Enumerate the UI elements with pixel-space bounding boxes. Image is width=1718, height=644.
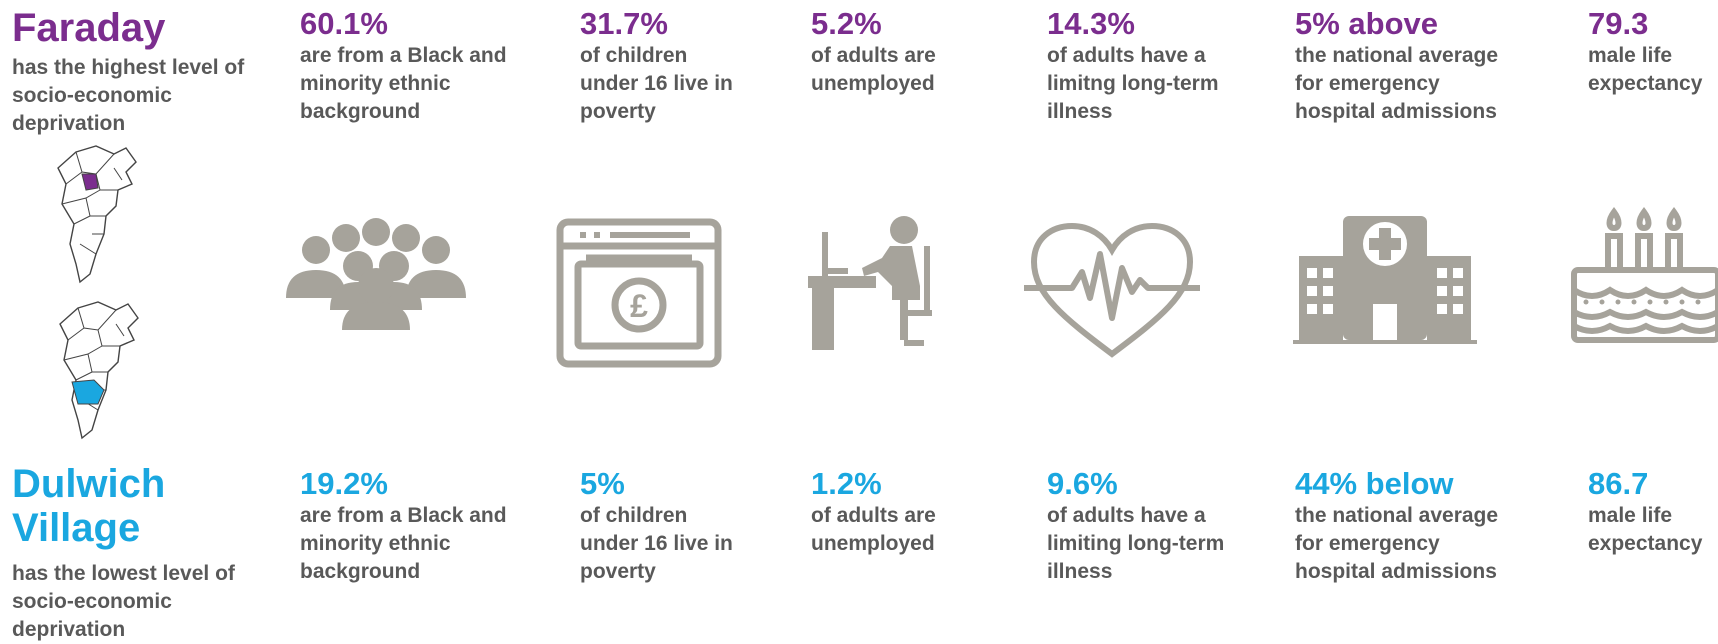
stat-text: male life expectancy [1588, 504, 1703, 555]
stat-value: 5% above [1295, 6, 1439, 41]
top-stat-unemployed: 5.2% of adults are unemployed [811, 6, 971, 98]
top-stat-ethnic: 60.1% are from a Black and minority ethn… [300, 6, 530, 126]
top-ward-name: Faraday [12, 6, 166, 50]
stat-text: of children under 16 live in poverty [580, 44, 733, 123]
stat-value: 5.2% [811, 6, 882, 41]
banknote-icon: £ [556, 218, 722, 368]
stat-text: of children under 16 live in poverty [580, 504, 733, 583]
office-worker-icon [808, 216, 938, 352]
heartbeat-icon [1024, 220, 1200, 360]
hospital-icon [1293, 216, 1477, 344]
stat-value: 14.3% [1047, 6, 1135, 41]
stat-text: of adults are unemployed [811, 504, 936, 555]
bottom-stat-child-poverty: 5% of children under 16 live in poverty [580, 466, 750, 586]
stat-text: are from a Black and minority ethnic bac… [300, 44, 507, 123]
bottom-stat-unemployed: 1.2% of adults are unemployed [811, 466, 971, 558]
bottom-stat-life-expectancy: 86.7 male life expectancy [1588, 466, 1716, 558]
bottom-ward-description: has the lowest level of socio-economic d… [12, 562, 235, 641]
stat-value: 1.2% [811, 466, 882, 501]
stat-text: of adults have a limitng long-term illne… [1047, 44, 1219, 123]
stat-value: 31.7% [580, 6, 668, 41]
stat-text: are from a Black and minority ethnic bac… [300, 504, 507, 583]
bottom-stat-illness: 9.6% of adults have a limiting long-term… [1047, 466, 1237, 586]
stat-text: the national average for emergency hospi… [1295, 44, 1499, 123]
map-icon [56, 144, 146, 284]
people-icon [286, 218, 466, 330]
map-icon [58, 300, 148, 440]
stat-value: 86.7 [1588, 466, 1649, 501]
stat-value: 44% below [1295, 466, 1454, 501]
birthday-cake-icon [1570, 206, 1718, 346]
stat-value: 19.2% [300, 466, 388, 501]
stat-value: 79.3 [1588, 6, 1649, 41]
stat-value: 60.1% [300, 6, 388, 41]
stat-value: 9.6% [1047, 466, 1118, 501]
top-stat-child-poverty: 31.7% of children under 16 live in pover… [580, 6, 750, 126]
bottom-stat-hospital: 44% below the national average for emerg… [1295, 466, 1525, 586]
top-stat-life-expectancy: 79.3 male life expectancy [1588, 6, 1716, 98]
stat-text: of adults are unemployed [811, 44, 936, 95]
top-stat-hospital: 5% above the national average for emerge… [1295, 6, 1525, 126]
svg-text:£: £ [630, 288, 648, 324]
top-ward-description: has the highest level of socio-economic … [12, 56, 245, 135]
stat-text: the national average for emergency hospi… [1295, 504, 1499, 583]
top-stat-illness: 14.3% of adults have a limitng long-term… [1047, 6, 1237, 126]
stat-value: 5% [580, 466, 625, 501]
bottom-stat-ethnic: 19.2% are from a Black and minority ethn… [300, 466, 530, 586]
stat-text: male life expectancy [1588, 44, 1703, 95]
stat-text: of adults have a limiting long-term illn… [1047, 504, 1225, 583]
bottom-ward-name: Dulwich Village [12, 462, 166, 550]
